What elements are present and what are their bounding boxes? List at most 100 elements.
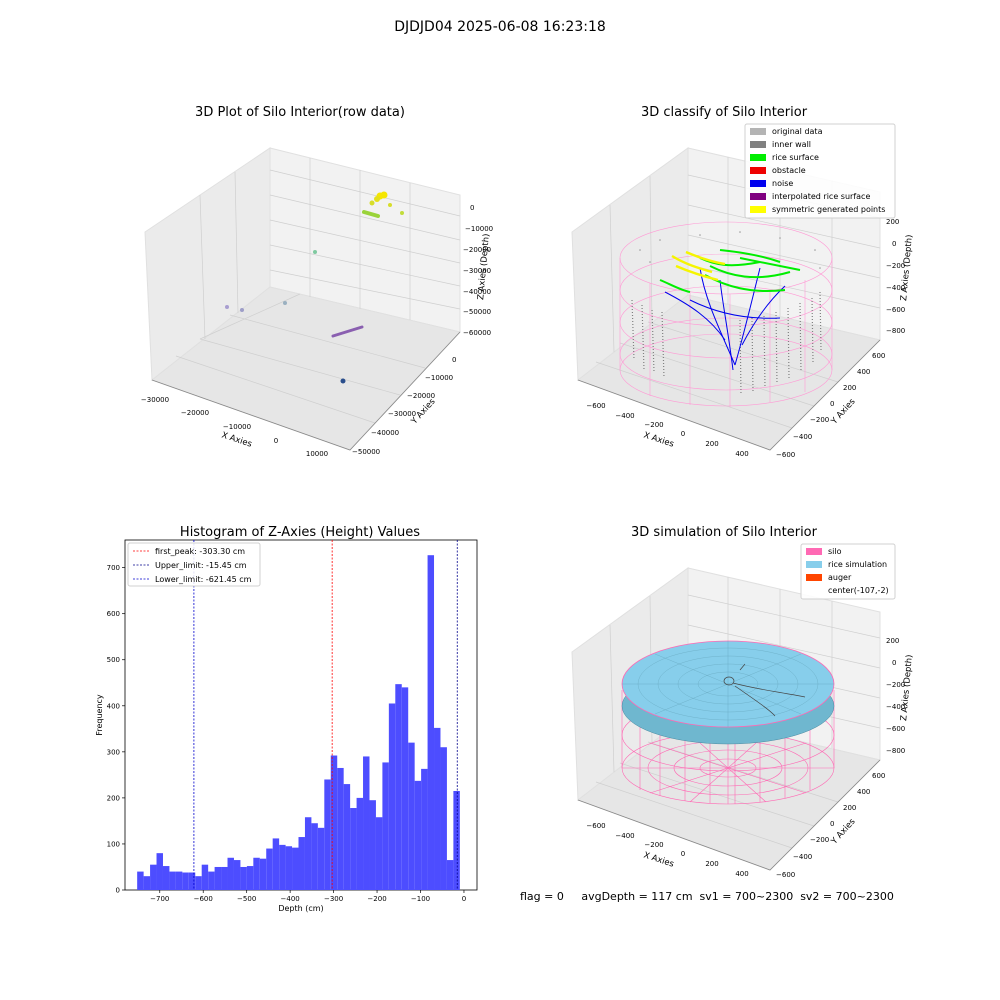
legend-label: noise bbox=[772, 179, 793, 188]
y-tick-label: 500 bbox=[107, 656, 120, 664]
classify-y-tick: −200 bbox=[810, 416, 829, 424]
classify-y-ticks: 600 400 200 0 −200 −400 −600 bbox=[776, 352, 885, 459]
histogram-bar bbox=[240, 866, 247, 890]
simulation-panel: 3D simulation of Silo Interior bbox=[520, 525, 915, 903]
raw-axis-edges bbox=[151, 331, 461, 451]
classify-z-tick: 0 bbox=[892, 240, 896, 248]
x-tick-label: −100 bbox=[411, 895, 430, 903]
histogram-bar bbox=[304, 817, 312, 890]
histogram-bar bbox=[253, 857, 260, 890]
raw-y-tick: −30000 bbox=[388, 410, 416, 418]
histogram-bar bbox=[214, 866, 222, 890]
histogram-bar bbox=[324, 779, 331, 890]
raw-panel-title: 3D Plot of Silo Interior(row data) bbox=[195, 105, 405, 120]
histogram-x-ticks: −700 −600 −500 −400 −300 −200 −100 0 bbox=[150, 890, 466, 903]
legend-label: auger bbox=[828, 573, 852, 582]
classify-z-ticks: 200 0 −200 −400 −600 −800 bbox=[886, 218, 905, 335]
histogram-bar bbox=[369, 800, 376, 890]
histogram-bar bbox=[414, 780, 422, 890]
simulation-legend-entry: rice simulation bbox=[806, 560, 887, 569]
histogram-bar bbox=[343, 784, 351, 890]
y-tick-label: 700 bbox=[107, 564, 120, 572]
legend-label: first_peak: -303.30 cm bbox=[155, 547, 245, 556]
classify-legend-box bbox=[744, 123, 896, 219]
classify-y-tick: −400 bbox=[793, 433, 812, 441]
x-tick-label: 0 bbox=[462, 895, 466, 903]
histogram-bar bbox=[143, 876, 151, 890]
histogram-bar bbox=[156, 853, 163, 890]
histogram-bar bbox=[246, 866, 254, 890]
legend-label: obstacle bbox=[772, 166, 806, 175]
histogram-bar bbox=[137, 871, 144, 890]
sim-z-tick: −600 bbox=[886, 725, 905, 733]
legend-swatch bbox=[750, 180, 766, 187]
classify-z-tick: −800 bbox=[886, 327, 905, 335]
classify-legend-entry: inner wall bbox=[750, 140, 811, 149]
sim-x-tick: 200 bbox=[705, 860, 718, 868]
classify-y-tick: 200 bbox=[843, 384, 856, 392]
classify-y-tick: 600 bbox=[872, 352, 885, 360]
raw-point bbox=[369, 200, 375, 206]
histogram-panel: Histogram of Z-Axies (Height) Values −70… bbox=[95, 525, 478, 913]
sim-x-tick: 0 bbox=[681, 850, 685, 858]
histogram-bar bbox=[434, 727, 441, 890]
x-tick-label: −600 bbox=[194, 895, 213, 903]
classify-legend-entry: rice surface bbox=[750, 153, 819, 162]
y-tick-label: 600 bbox=[107, 610, 120, 618]
classify-y-tick: 0 bbox=[830, 400, 834, 408]
sim-x-ticks: −600 −400 −200 0 200 400 bbox=[586, 822, 748, 878]
raw-points bbox=[225, 191, 404, 384]
classify-x-tick: 0 bbox=[681, 430, 685, 438]
histogram-bar bbox=[285, 846, 293, 890]
legend-swatch bbox=[750, 193, 766, 200]
histogram-bar bbox=[272, 838, 280, 890]
x-tick-label: −300 bbox=[324, 895, 343, 903]
x-tick-label: −400 bbox=[281, 895, 300, 903]
classify-x-ticks: −600 −400 −200 0 200 400 bbox=[586, 402, 748, 458]
histogram-bar bbox=[188, 872, 196, 890]
histogram-bar bbox=[311, 823, 318, 890]
sim-rice-mesh bbox=[622, 641, 834, 727]
classify-legend-entry: symmetric generated points bbox=[750, 205, 885, 214]
histogram-bar bbox=[279, 844, 286, 890]
histogram-bar bbox=[208, 871, 215, 890]
histogram-bar bbox=[317, 827, 325, 890]
y-tick-label: 300 bbox=[107, 748, 120, 756]
legend-label: Upper_limit: -15.45 cm bbox=[155, 561, 247, 570]
histogram-bar bbox=[350, 808, 357, 890]
histogram-legend: first_peak: -303.30 cm Upper_limit: -15.… bbox=[127, 542, 261, 587]
histogram-bar bbox=[440, 747, 447, 890]
histogram-bar bbox=[259, 858, 267, 890]
histogram-y-ticks: 0 100 200 300 400 500 600 700 bbox=[107, 564, 125, 895]
histogram-legend-entry: Lower_limit: -621.45 cm bbox=[133, 575, 252, 584]
sim-z-tick: −400 bbox=[886, 703, 905, 711]
histogram-bar bbox=[162, 866, 170, 890]
histogram-bar bbox=[298, 837, 305, 890]
histogram-bar bbox=[356, 797, 364, 890]
sim-x-tick: 400 bbox=[735, 870, 748, 878]
legend-swatch bbox=[750, 141, 766, 148]
classify-noise-curves bbox=[664, 267, 786, 371]
x-tick-label: −200 bbox=[367, 895, 386, 903]
classify-x-tick: −200 bbox=[644, 421, 663, 429]
y-tick-label: 0 bbox=[116, 887, 120, 895]
raw-point-streak bbox=[362, 210, 380, 218]
sim-x-tick: −200 bbox=[644, 841, 663, 849]
raw-point bbox=[240, 308, 244, 312]
classify-legend-entry: interpolated rice surface bbox=[750, 192, 870, 201]
classify-legend-entry: obstacle bbox=[750, 166, 806, 175]
classify-y-tick: 400 bbox=[857, 368, 870, 376]
classify-inner-wall-points bbox=[631, 291, 822, 396]
sim-auger bbox=[723, 663, 806, 717]
legend-swatch bbox=[806, 561, 822, 568]
raw-3d-axes: −30000 −20000 −10000 0 10000 X Axies 0 −… bbox=[141, 147, 493, 458]
legend-label: silo bbox=[828, 547, 842, 556]
simulation-legend-entry: center(-107,-2) bbox=[828, 586, 889, 595]
raw-y-ticks: 0 −10000 −20000 −30000 −40000 −50000 bbox=[352, 356, 456, 456]
sim-x-tick: −400 bbox=[615, 832, 634, 840]
histogram-bar bbox=[401, 687, 409, 890]
raw-y-tick: −10000 bbox=[425, 374, 453, 382]
sim-z-label: Z Axies (Depth) bbox=[899, 654, 915, 721]
histogram-bar bbox=[375, 817, 383, 890]
